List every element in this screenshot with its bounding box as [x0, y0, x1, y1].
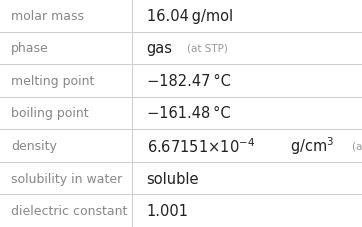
Text: soluble: soluble [147, 171, 199, 186]
Text: −161.48 °C: −161.48 °C [147, 106, 230, 121]
Text: (at 20 °C): (at 20 °C) [352, 141, 362, 151]
Text: −182.47 °C: −182.47 °C [147, 74, 231, 89]
Text: phase: phase [11, 42, 49, 55]
Text: density: density [11, 139, 57, 152]
Text: melting point: melting point [11, 75, 94, 88]
Text: (at STP): (at STP) [188, 44, 228, 54]
Text: gas: gas [147, 41, 173, 56]
Text: solubility in water: solubility in water [11, 172, 122, 185]
Text: molar mass: molar mass [11, 10, 84, 23]
Text: boiling point: boiling point [11, 107, 88, 120]
Text: g/cm$^{3}$: g/cm$^{3}$ [290, 135, 334, 157]
Text: dielectric constant: dielectric constant [11, 204, 127, 217]
Text: 16.04 g/mol: 16.04 g/mol [147, 9, 233, 24]
Text: 6.67151$\mathdefault{\times}$10$^{-4}$: 6.67151$\mathdefault{\times}$10$^{-4}$ [147, 137, 254, 155]
Text: 1.001: 1.001 [147, 203, 189, 218]
